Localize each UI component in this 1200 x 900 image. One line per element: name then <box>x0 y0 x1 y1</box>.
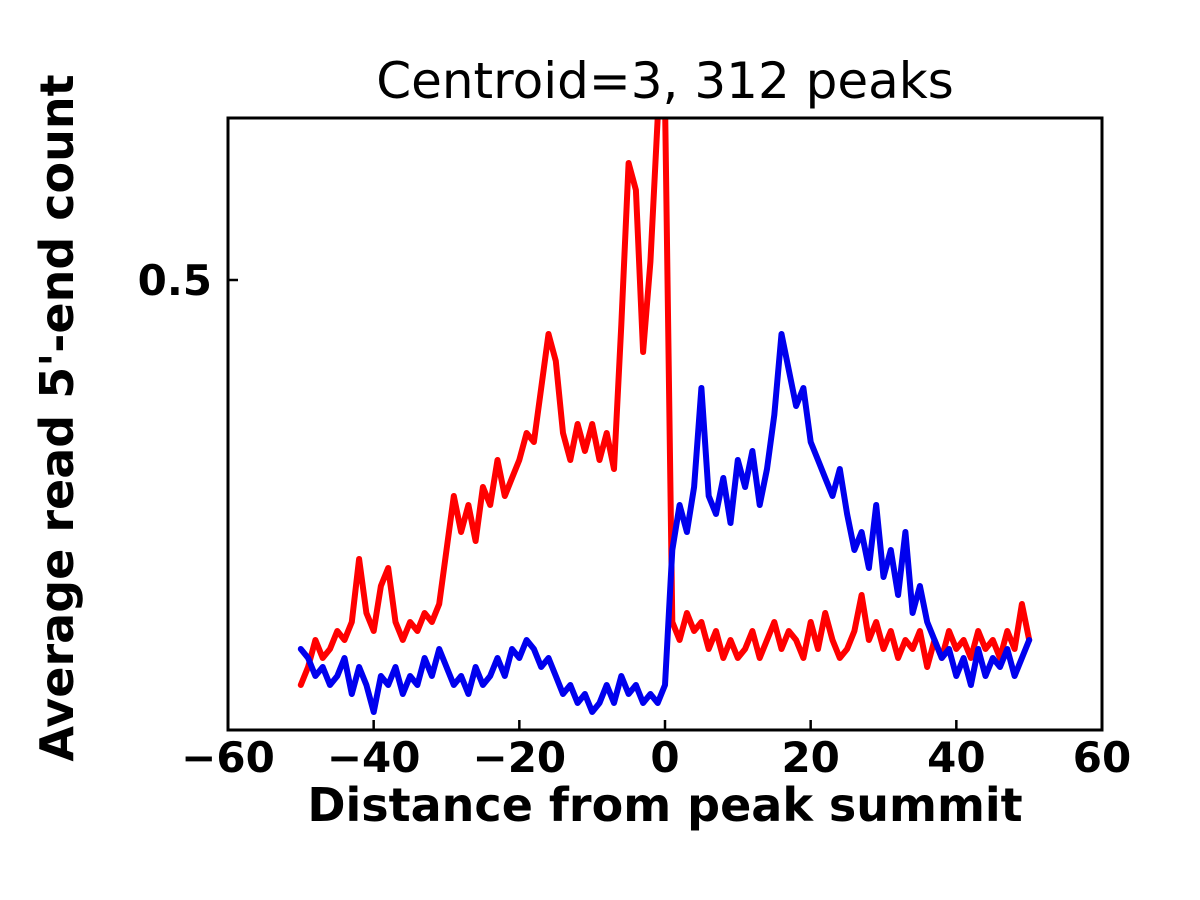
x-axis-label: Distance from peak summit <box>307 778 1023 832</box>
x-tick-label: −60 <box>181 733 275 782</box>
x-tick-label: 40 <box>927 733 985 782</box>
red-series-line <box>297 118 1033 688</box>
x-tick-label: 20 <box>781 733 839 782</box>
y-tick-label: 0.5 <box>138 256 212 305</box>
x-tick-label: 60 <box>1073 733 1131 782</box>
y-axis-label: Average read 5'-end count <box>30 74 84 762</box>
chart-title: Centroid=3, 312 peaks <box>376 52 954 110</box>
x-tick-label: −40 <box>327 733 421 782</box>
x-tick-label: −20 <box>473 733 567 782</box>
blue-series-line <box>297 331 1033 715</box>
x-tick-label: 0 <box>650 733 679 782</box>
